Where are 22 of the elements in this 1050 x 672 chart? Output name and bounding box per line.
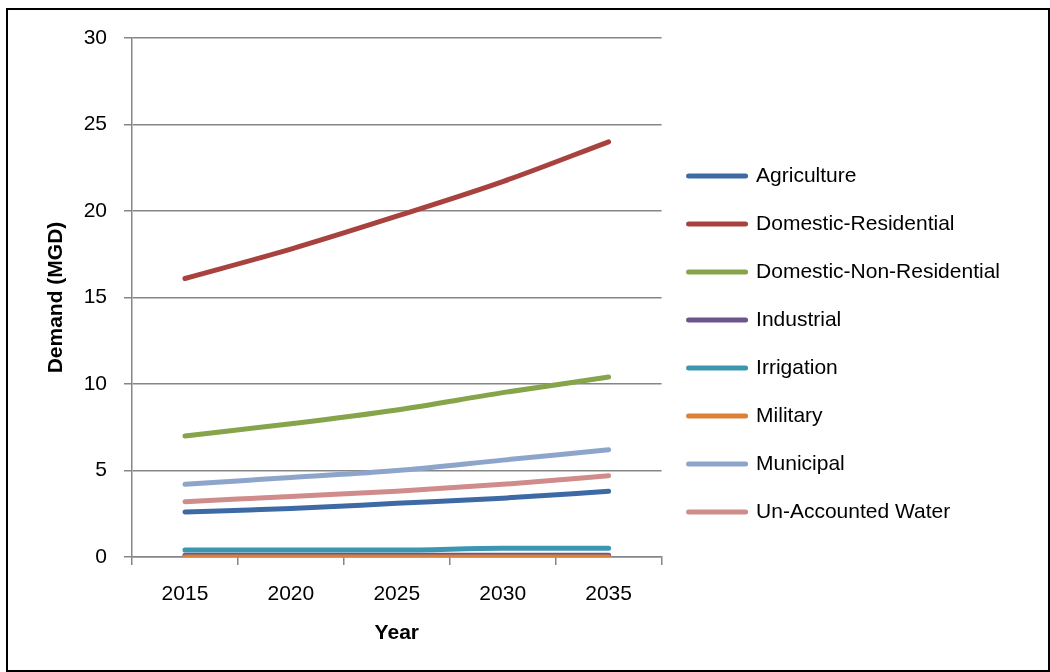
y-axis-title: Demand (MGD) xyxy=(43,221,67,374)
legend-label: Military xyxy=(756,402,824,426)
x-tick-label: 2035 xyxy=(585,581,632,605)
legend-label: Un-Accounted Water xyxy=(756,498,951,522)
legend-label: Agriculture xyxy=(756,162,857,186)
y-tick-label: 0 xyxy=(95,543,107,567)
legend-label: Domestic-Residential xyxy=(756,210,955,234)
y-tick-label: 20 xyxy=(83,197,107,221)
y-tick-label: 25 xyxy=(83,111,107,135)
x-tick-label: 2015 xyxy=(161,581,209,605)
legend-label: Municipal xyxy=(756,450,845,474)
x-axis-title: Year xyxy=(374,620,419,644)
y-tick-label: 15 xyxy=(83,284,107,308)
y-tick-label: 5 xyxy=(95,457,107,481)
y-tick-label: 30 xyxy=(83,24,107,48)
x-tick-label: 2020 xyxy=(267,581,315,605)
legend-label: Domestic-Non-Residential xyxy=(756,258,1000,282)
x-tick-label: 2030 xyxy=(479,581,527,605)
legend-label: Industrial xyxy=(756,306,842,330)
legend-label: Irrigation xyxy=(756,354,838,378)
y-tick-label: 10 xyxy=(83,370,107,394)
x-tick-label: 2025 xyxy=(373,581,421,605)
